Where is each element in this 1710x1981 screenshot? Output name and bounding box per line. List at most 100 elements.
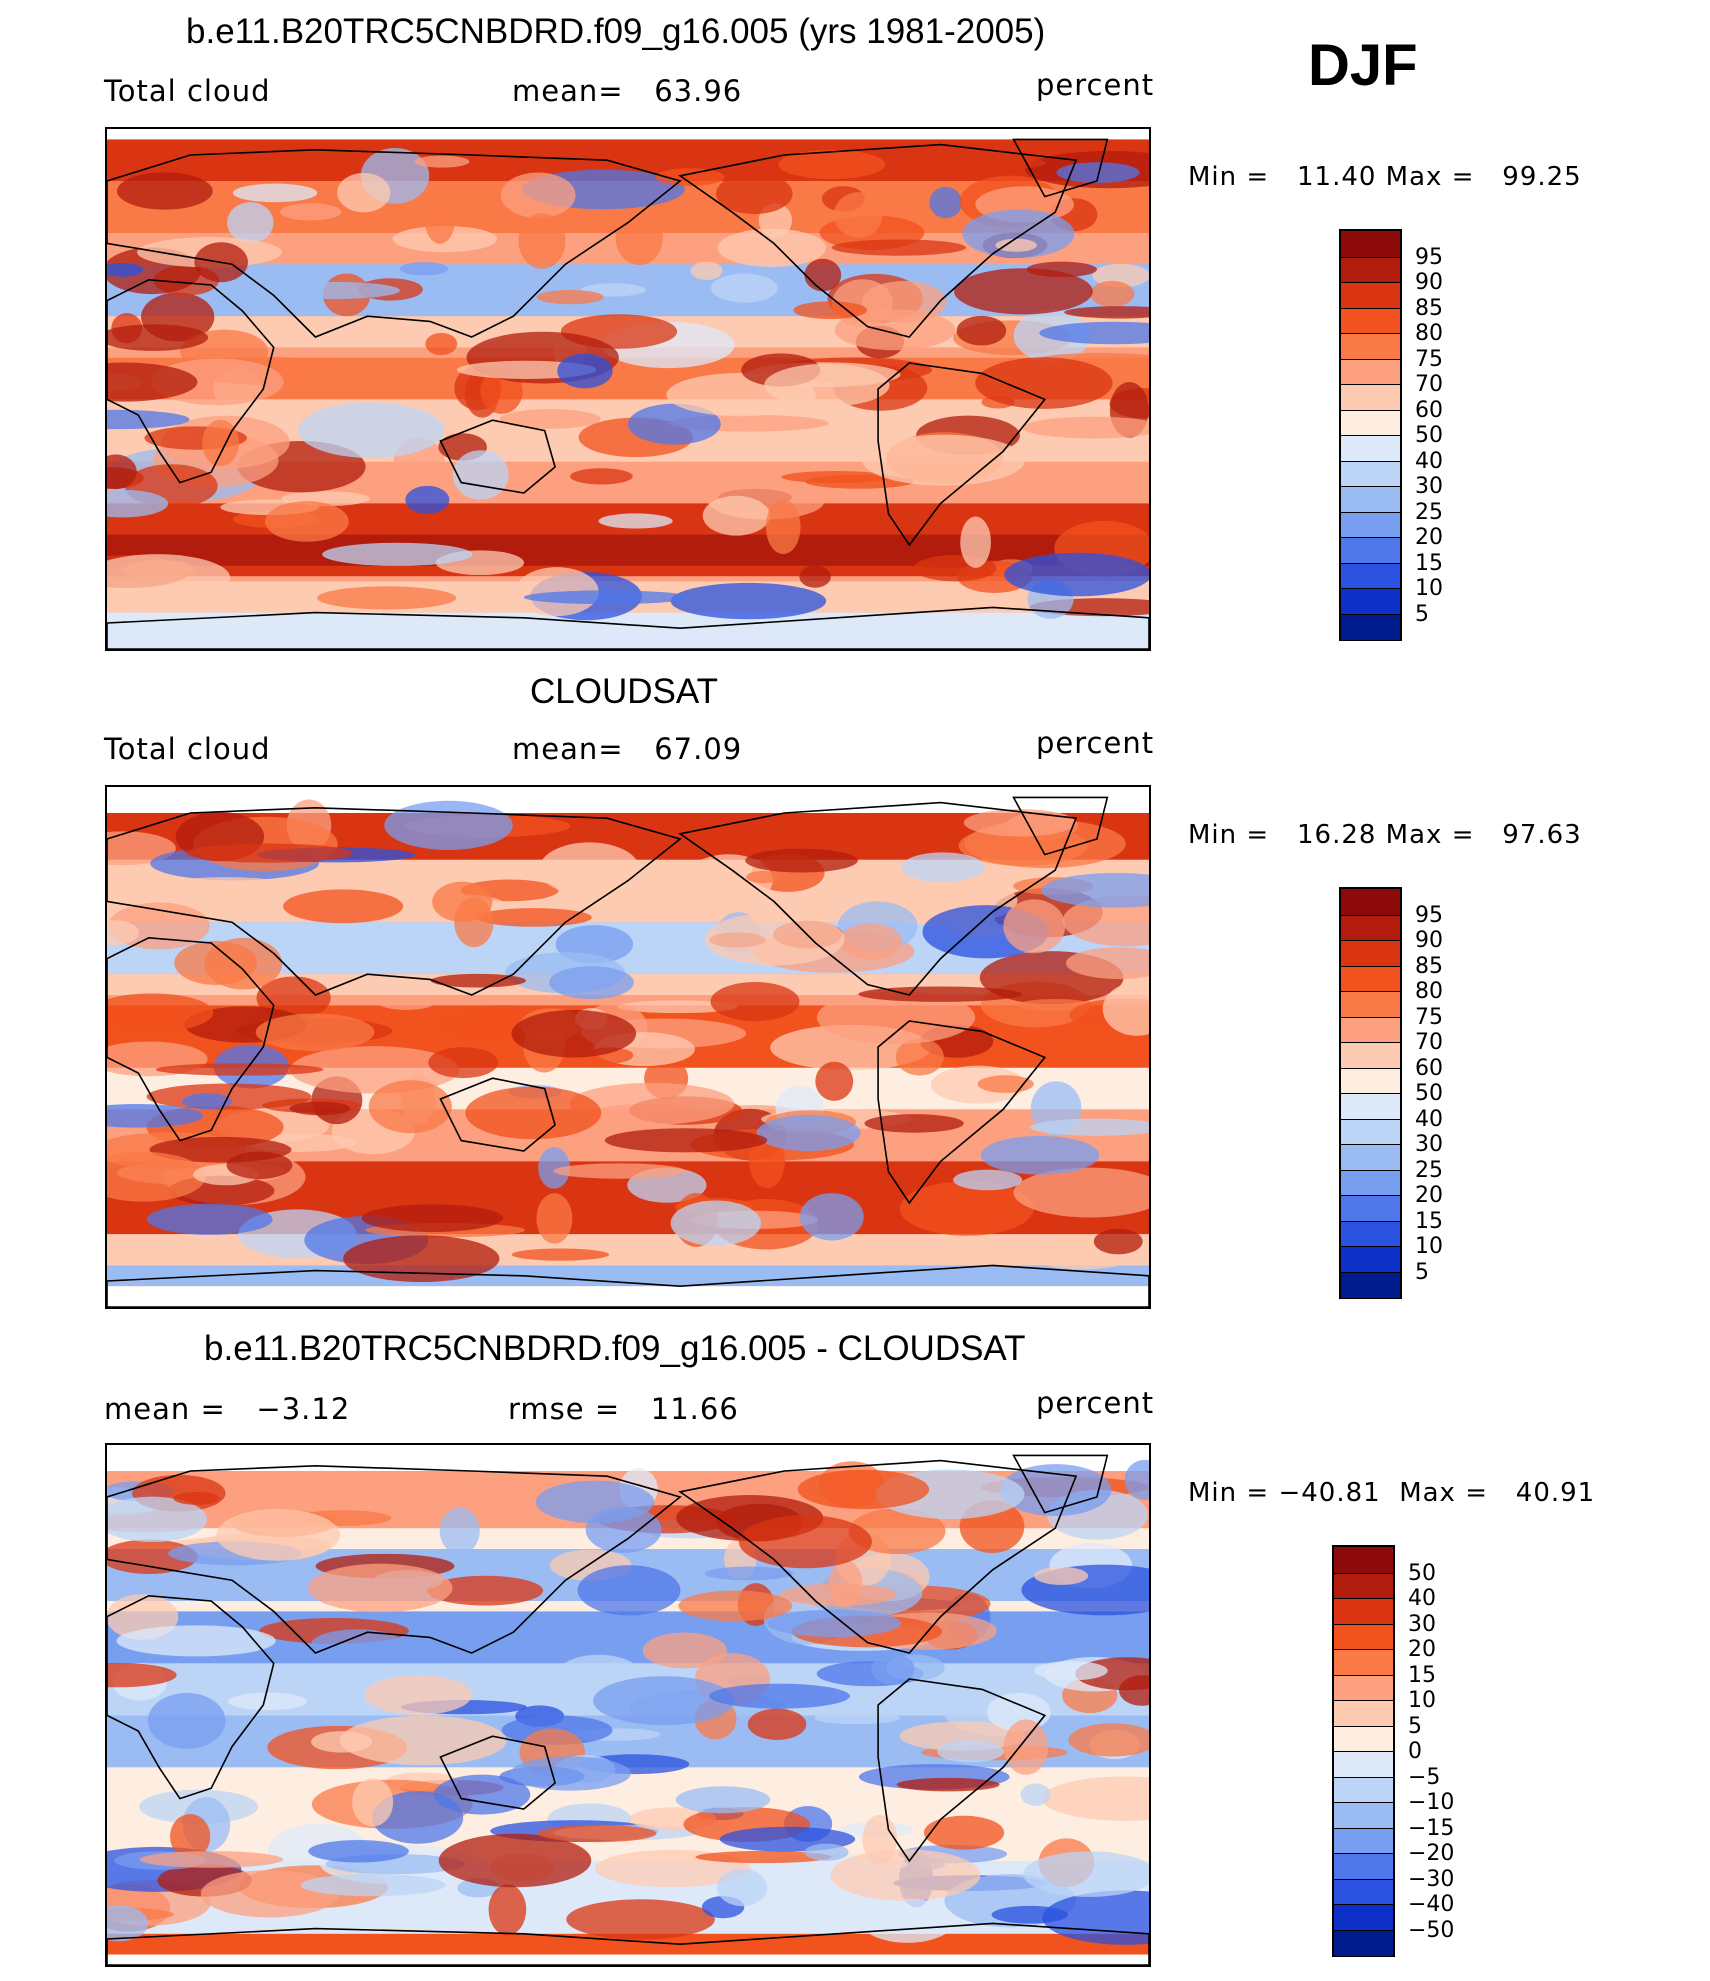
panel2-mean-label: mean= 67.09 <box>512 732 743 766</box>
colorbar-swatch <box>1341 1169 1400 1196</box>
colorbar-tick-label: 40 <box>1408 1586 1436 1611</box>
colorbar-swatch <box>1334 1547 1393 1573</box>
colorbar-tick-label: 15 <box>1408 1662 1436 1688</box>
colorbar-tick-label: −5 <box>1408 1764 1441 1790</box>
panel1-map <box>105 127 1151 651</box>
colorbar-tick-label: 50 <box>1408 1560 1436 1586</box>
colorbar-swatch <box>1341 358 1400 385</box>
colorbar-swatch <box>1334 1827 1393 1854</box>
colorbar-swatch <box>1341 307 1400 334</box>
contour-map <box>107 787 1149 1307</box>
colorbar-tick-label: 95 <box>1415 244 1443 270</box>
panel1-minmax: Min = 11.40 Max = 99.25 <box>1188 162 1582 192</box>
coastline-outline <box>107 806 682 996</box>
colorbar-swatch <box>1341 333 1400 359</box>
colorbar-swatch <box>1341 486 1400 512</box>
colorbar-swatch <box>1341 537 1400 563</box>
coastline-outline <box>107 936 275 1142</box>
coastline-outline <box>439 1735 556 1810</box>
colorbar-swatch <box>1341 562 1400 589</box>
colorbar-tick-label: 25 <box>1415 499 1443 525</box>
colorbar-swatch <box>1341 1195 1400 1221</box>
colorbar-swatch <box>1334 1623 1393 1650</box>
panel3-units-label: percent <box>1036 1386 1155 1420</box>
panel2-minmax: Min = 16.28 Max = 97.63 <box>1188 820 1582 850</box>
colorbar-swatch <box>1341 991 1400 1017</box>
panel1-mean-label: mean= 63.96 <box>512 74 743 108</box>
colorbar-tick-label: 30 <box>1415 474 1443 499</box>
panel3-title: b.e11.B20TRC5CNBDRD.f09_g16.005 - CLOUDS… <box>204 1329 1026 1368</box>
colorbar-swatch <box>1341 588 1400 614</box>
colorbar-tick-label: 50 <box>1415 1081 1443 1106</box>
colorbar-swatch <box>1341 914 1400 941</box>
colorbar-swatch <box>1341 1246 1400 1272</box>
colorbar-swatch <box>1334 1674 1393 1701</box>
colorbar-swatch <box>1334 1878 1393 1905</box>
coastline-outline <box>877 1678 1047 1863</box>
colorbar-tick-label: 70 <box>1415 1030 1443 1055</box>
coastline-outline <box>439 1077 556 1152</box>
colorbar-swatch <box>1341 435 1400 461</box>
colorbar-swatch <box>1341 965 1400 992</box>
colorbar-tick-label: 5 <box>1415 1259 1429 1285</box>
panel1-colorbar <box>1339 229 1402 641</box>
colorbar-swatch <box>1341 940 1400 966</box>
panel1-left-label: Total cloud <box>104 74 271 108</box>
panel2-map <box>105 785 1151 1309</box>
colorbar-swatch <box>1334 1853 1393 1879</box>
panel1-units-label: percent <box>1036 68 1155 102</box>
colorbar-swatch <box>1341 1042 1400 1068</box>
colorbar-swatch <box>1341 1144 1400 1170</box>
coastline-outline <box>439 419 556 494</box>
colorbar-tick-label: 95 <box>1415 902 1443 928</box>
colorbar-tick-label: 60 <box>1415 1055 1443 1081</box>
colorbar-tick-label: 5 <box>1408 1713 1422 1739</box>
colorbar-tick-label: 85 <box>1415 295 1443 321</box>
colorbar-swatch <box>1334 1776 1393 1803</box>
colorbar-swatch <box>1341 460 1400 487</box>
coastline-outline <box>107 278 275 484</box>
colorbar-swatch <box>1341 1271 1400 1298</box>
panel2-title: CLOUDSAT <box>530 672 718 711</box>
colorbar-tick-label: −15 <box>1408 1815 1455 1841</box>
colorbar-swatch <box>1341 1220 1400 1247</box>
coastline-outline <box>877 1020 1047 1205</box>
colorbar-tick-label: 20 <box>1415 1183 1443 1208</box>
colorbar-tick-label: −30 <box>1408 1866 1455 1892</box>
colorbar-tick-label: 15 <box>1415 1208 1443 1234</box>
colorbar-tick-label: −50 <box>1408 1917 1455 1943</box>
colorbar-swatch <box>1341 1067 1400 1094</box>
coastline-outline <box>107 148 682 338</box>
coastline-outline <box>1012 1454 1109 1514</box>
colorbar-tick-label: −10 <box>1408 1790 1455 1815</box>
colorbar-tick-label: 50 <box>1415 423 1443 448</box>
colorbar-tick-label: 90 <box>1415 928 1443 953</box>
colorbar-tick-label: −40 <box>1408 1892 1455 1917</box>
coastline-outline <box>107 1922 1149 1965</box>
coastline-outline <box>678 801 1078 996</box>
coastline-outline <box>678 1459 1078 1654</box>
coastline-outline <box>1012 138 1109 198</box>
colorbar-tick-label: 70 <box>1415 372 1443 397</box>
coastline-outline <box>107 1464 682 1654</box>
season-label: DJF <box>1308 33 1418 98</box>
colorbar-tick-label: 0 <box>1408 1739 1422 1764</box>
coastline-outline <box>1012 796 1109 856</box>
colorbar-tick-label: 10 <box>1415 1234 1443 1259</box>
colorbar-swatch <box>1341 889 1400 915</box>
colorbar-swatch <box>1334 1598 1393 1624</box>
colorbar-tick-label: 25 <box>1415 1157 1443 1183</box>
colorbar-tick-label: 15 <box>1415 550 1443 576</box>
colorbar-tick-label: 85 <box>1415 953 1443 979</box>
colorbar-swatch <box>1341 384 1400 410</box>
colorbar-tick-label: 10 <box>1408 1688 1436 1713</box>
panel3-colorbar <box>1332 1545 1395 1957</box>
colorbar-swatch <box>1341 409 1400 436</box>
colorbar-swatch <box>1341 613 1400 640</box>
colorbar-tick-label: 30 <box>1415 1132 1443 1157</box>
coastline-outline <box>678 143 1078 338</box>
colorbar-swatch <box>1334 1802 1393 1828</box>
colorbar-tick-label: −20 <box>1408 1841 1455 1866</box>
colorbar-tick-label: 20 <box>1408 1637 1436 1662</box>
panel3-mean-label: mean = −3.12 <box>104 1392 351 1426</box>
